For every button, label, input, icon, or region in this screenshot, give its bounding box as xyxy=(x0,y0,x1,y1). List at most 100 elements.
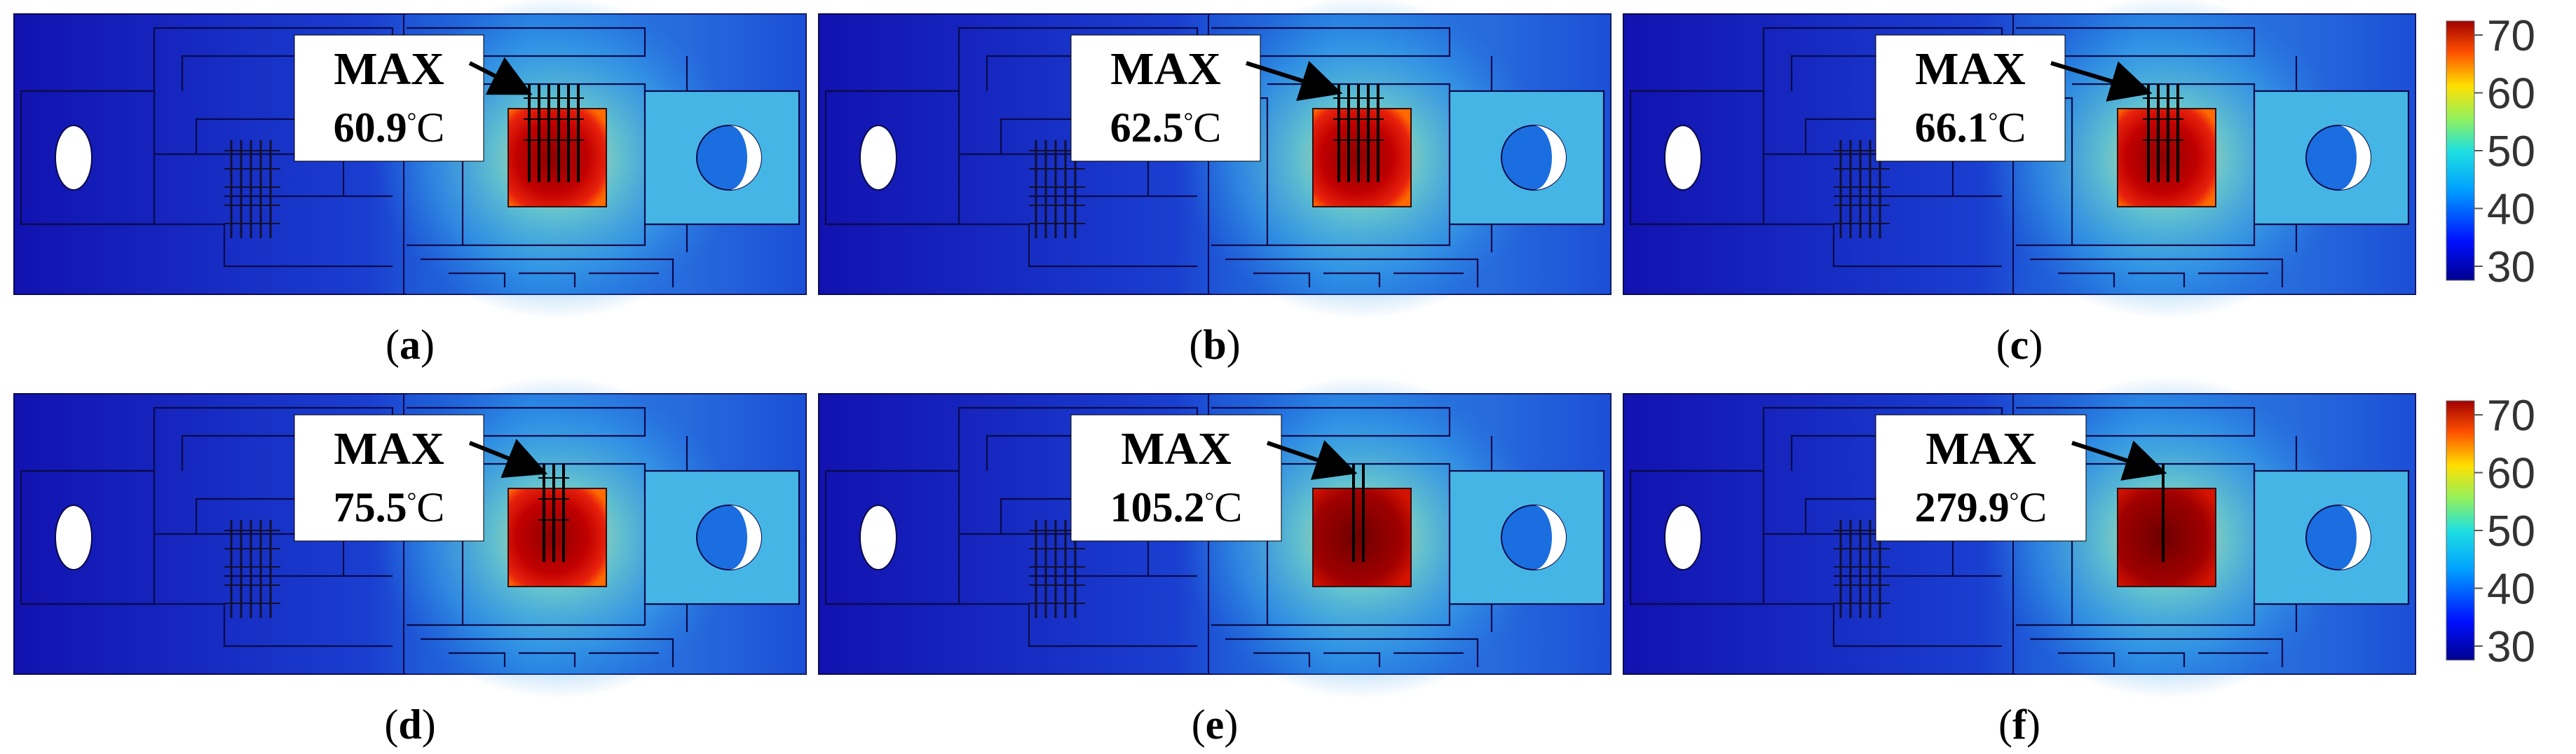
mounting-hole-left xyxy=(1664,505,1702,570)
circuit-trace xyxy=(519,652,576,667)
panel-label: (b) xyxy=(1189,322,1240,368)
colorbar-tick-label: 60 xyxy=(2487,70,2535,118)
left-via-grid xyxy=(1834,520,1890,618)
panel-a: MAX 60.9°C (a) xyxy=(13,0,807,368)
panel-c: MAX 66.1°C (c) xyxy=(1623,0,2416,368)
mounting-hole-right xyxy=(1501,505,1567,570)
max-callout: MAX 75.5°C xyxy=(294,414,484,542)
circuit-trace xyxy=(1225,258,1479,287)
mounting-hole-right xyxy=(696,505,762,570)
colorbar-tick-label: 30 xyxy=(2487,243,2535,292)
circuit-trace xyxy=(1253,652,1311,667)
panel-b: MAX 62.5°C (b) xyxy=(818,0,1611,368)
circuit-trace xyxy=(519,272,576,287)
left-terminal-pad xyxy=(1629,469,1765,605)
panel-d: MAX 75.5°C (d) xyxy=(13,376,807,748)
left-terminal-pad xyxy=(824,90,960,226)
circuit-trace xyxy=(154,223,393,268)
mounting-hole-right xyxy=(696,125,762,191)
colorbar: 70 60 50 40 30 xyxy=(2446,392,2535,671)
panel-label: (a) xyxy=(386,322,435,368)
max-value: 279.9°C xyxy=(1915,484,2047,530)
circuit-trace xyxy=(1323,652,1381,667)
colorbar-tick-label: 30 xyxy=(2487,623,2535,671)
max-callout-box xyxy=(1070,414,1282,542)
max-arrow xyxy=(2050,61,2153,102)
max-callout: MAX 66.1°C xyxy=(1875,34,2066,162)
panel-label: (e) xyxy=(1192,701,1239,748)
max-callout-box xyxy=(1070,34,1261,162)
max-callout-box xyxy=(1875,34,2066,162)
max-callout-box xyxy=(294,34,484,162)
colorbar-gradient xyxy=(2446,20,2475,281)
circuit-trace xyxy=(1764,223,2002,268)
max-callout: MAX 105.2°C xyxy=(1070,414,1282,542)
left-terminal-pad xyxy=(20,90,156,226)
left-via-grid xyxy=(1029,140,1085,238)
circuit-trace xyxy=(1764,603,2002,647)
circuit-trace xyxy=(154,603,393,647)
right-terminal-pad xyxy=(2253,469,2410,605)
mounting-hole-left xyxy=(55,505,93,570)
max-callout: MAX 279.9°C xyxy=(1875,414,2087,542)
mounting-hole-right xyxy=(2305,125,2371,191)
mounting-hole-right xyxy=(2305,505,2371,570)
max-arrow xyxy=(468,439,548,479)
left-via-grid xyxy=(1834,140,1890,238)
max-label: MAX xyxy=(334,43,444,95)
circuit-trace xyxy=(1253,272,1311,287)
circuit-trace xyxy=(449,652,506,667)
hotspot-lines xyxy=(524,84,584,182)
panel-e: MAX 105.2°C (e) xyxy=(818,376,1611,748)
max-label: MAX xyxy=(334,423,444,474)
colorbar-tick-label: 70 xyxy=(2487,392,2535,440)
circuit-trace xyxy=(2030,258,2284,287)
colorbar-tick-label: 50 xyxy=(2487,128,2535,176)
panel-label: (c) xyxy=(1996,322,2043,368)
left-terminal-pad xyxy=(20,469,156,605)
hotspot-lines xyxy=(2143,84,2183,182)
mounting-hole-right xyxy=(1501,125,1567,191)
mounting-hole-left xyxy=(859,125,897,191)
max-callout: MAX 60.9°C xyxy=(294,34,484,162)
colorbar-tick-label: 40 xyxy=(2487,186,2535,234)
circuit-trace xyxy=(421,638,674,667)
hot-chip xyxy=(2117,488,2216,587)
circuit-trace xyxy=(959,603,1197,647)
max-callout: MAX 62.5°C xyxy=(1070,34,1261,162)
mounting-hole-left xyxy=(1664,125,1702,191)
circuit-trace xyxy=(421,258,674,287)
circuit-trace xyxy=(449,272,506,287)
left-via-grid xyxy=(224,520,280,618)
left-terminal-pad xyxy=(824,469,960,605)
colorbar-gradient xyxy=(2446,400,2475,661)
hot-chip xyxy=(1312,108,1412,207)
max-arrow xyxy=(2071,440,2167,481)
max-value: 66.1°C xyxy=(1915,104,2026,151)
circuit-trace xyxy=(1225,638,1479,667)
hotspot-lines xyxy=(1352,464,1365,562)
hot-chip xyxy=(507,488,607,587)
colorbar-tick-label: 60 xyxy=(2487,450,2535,498)
circuit-trace xyxy=(2058,272,2115,287)
circuit-trace xyxy=(2128,652,2186,667)
mounting-hole-left xyxy=(859,505,897,570)
max-value: 105.2°C xyxy=(1110,484,1243,530)
max-value: 75.5°C xyxy=(334,484,445,530)
colorbar-tick-label: 50 xyxy=(2487,507,2535,556)
panel-label: (d) xyxy=(384,701,435,748)
left-via-grid xyxy=(224,140,280,238)
circuit-trace xyxy=(2128,272,2186,287)
circuit-trace xyxy=(959,223,1197,268)
max-arrow xyxy=(1246,60,1343,102)
max-callout-box xyxy=(1875,414,2087,542)
max-label: MAX xyxy=(1926,423,2036,474)
circuit-trace xyxy=(2030,638,2284,667)
max-label: MAX xyxy=(1121,423,1232,474)
colorbar: 70 60 50 40 30 xyxy=(2446,12,2535,292)
max-arrow xyxy=(1267,440,1358,480)
circuit-trace xyxy=(1323,272,1381,287)
mounting-hole-left xyxy=(55,125,93,191)
colorbar-tick-label: 70 xyxy=(2487,12,2535,60)
